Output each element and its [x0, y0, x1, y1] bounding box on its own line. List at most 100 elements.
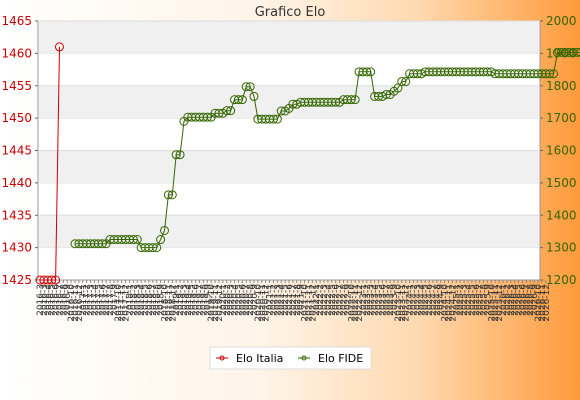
- x-tick-label: 2018-6: [145, 284, 155, 316]
- x-tick-label: 2023-9: [390, 284, 400, 316]
- x-tick-label: 2019-8: [199, 284, 209, 316]
- data-point: [276, 106, 286, 116]
- x-axis: 2016-32016-32016-42016-52016-62016-72016…: [36, 280, 552, 322]
- x-tick-label: 2020-9: [250, 284, 260, 316]
- x-tick-label: 2024-1: [406, 284, 416, 316]
- x-tick-label: 2018-2: [129, 284, 139, 316]
- x-tick-label: 2017-5: [94, 284, 104, 316]
- data-point: [226, 106, 236, 116]
- x-tick-label: 2018-11: [164, 284, 174, 322]
- x-tick-label: 2025-3: [460, 284, 470, 316]
- x-tick-label: 2025-9: [483, 284, 493, 316]
- x-tick-label: 2025-12: [495, 284, 505, 322]
- grid-bands: [38, 20, 540, 249]
- data-point: [549, 69, 559, 79]
- x-tick-label: 2024-3: [413, 284, 423, 316]
- x-tick-label: 2019-1: [172, 284, 182, 316]
- x-tick-label: 2024-8: [433, 284, 443, 316]
- x-tick-label: 2016-12: [75, 284, 85, 322]
- grid-band: [39, 85, 539, 119]
- grid-band: [39, 150, 539, 183]
- data-point: [160, 225, 169, 235]
- x-tick-label: 2020-1: [219, 284, 229, 316]
- legend-elo-fide-label: Elo FIDE: [318, 352, 363, 365]
- x-tick-label: 2025-8: [480, 284, 490, 316]
- x-tick-label: 2022-12: [355, 284, 365, 322]
- left-tick-label: 1450: [1, 111, 32, 125]
- x-tick-label: 2023-8: [386, 284, 396, 316]
- x-tick-label: 2018-9: [157, 284, 167, 316]
- data-point: [366, 67, 376, 77]
- x-tick-label: 2018-5: [141, 284, 151, 316]
- x-tick-label: 2016-8: [59, 284, 69, 316]
- x-tick-label: 2017-2: [83, 284, 93, 316]
- data-point: [156, 235, 166, 245]
- right-tick-label: 1800: [546, 79, 577, 93]
- x-tick-label: 2021-8: [293, 284, 303, 316]
- x-tick-label: 2026-2: [503, 284, 513, 316]
- x-tick-label: 2022-7: [336, 284, 346, 316]
- x-tick-label: 2016-6: [52, 284, 62, 316]
- legend-elo-italia-label: Elo Italia: [236, 352, 283, 365]
- x-tick-label: 2020-6: [238, 284, 248, 316]
- legend: Elo Italia Elo FIDE: [209, 346, 372, 370]
- x-tick-label: 2024-7: [429, 284, 439, 316]
- x-tick-label: 2026-5: [515, 284, 525, 316]
- x-tick-label: 2020-10: [254, 284, 264, 322]
- x-tick-label: 2022-6: [332, 284, 342, 316]
- x-tick-label: 2020-8: [246, 284, 256, 316]
- x-tick-label: 2025-6: [472, 284, 482, 316]
- right-tick-label: 1600: [546, 144, 577, 158]
- data-point: [346, 95, 356, 105]
- x-tick-label: 2024-11: [445, 284, 455, 322]
- right-tick-label: 1700: [546, 111, 577, 125]
- x-tick-label: 2025-10: [487, 284, 497, 322]
- x-tick-label: 2019-2: [176, 284, 186, 316]
- right-tick-label: 1200: [546, 273, 577, 287]
- x-tick-label: 2025-2: [456, 284, 466, 316]
- x-tick-label: 2016-11: [71, 284, 81, 322]
- left-tick-label: 1430: [1, 241, 32, 255]
- left-tick-label: 1455: [1, 79, 32, 93]
- x-tick-label: 2017-4: [90, 284, 100, 316]
- x-tick-label: 2020-11: [258, 284, 268, 322]
- legend-elo-italia-marker: [219, 355, 225, 361]
- left-tick-label: 1460: [1, 46, 32, 60]
- data-point: [222, 106, 232, 116]
- data-point: [97, 239, 107, 249]
- x-tick-label: 2020-7: [242, 284, 252, 316]
- x-tick-label: 2022-2: [316, 284, 326, 316]
- data-point: [362, 67, 372, 77]
- x-tick-label: 2016-3: [40, 284, 50, 316]
- x-tick-label: 2017-6: [98, 284, 108, 316]
- data-point: [148, 243, 158, 253]
- x-tick-label: 2024-5: [421, 284, 431, 316]
- x-tick-label: 2022-3: [320, 284, 330, 316]
- data-point: [393, 83, 403, 93]
- data-point: [350, 95, 360, 105]
- data-point: [47, 275, 57, 285]
- x-tick-label: 2023-2: [363, 284, 373, 316]
- chart-title: Grafico Elo: [255, 5, 326, 20]
- series-line-elo-fide: [75, 51, 580, 249]
- x-tick-label: 2019-9: [203, 284, 213, 316]
- x-tick-label: 2020-4: [231, 284, 241, 316]
- x-tick-label: 2020-12: [262, 284, 272, 322]
- data-point: [152, 243, 162, 253]
- x-tick-label: 2025-5: [468, 284, 478, 316]
- x-tick-label: 2020-2: [223, 284, 233, 316]
- x-tick-label: 2021-6: [285, 284, 295, 316]
- x-tick-label: 2024-12: [448, 284, 458, 322]
- x-tick-label: 2018-4: [137, 284, 147, 316]
- data-point: [576, 47, 580, 57]
- data-point: [268, 114, 278, 124]
- x-tick-label: 2022-10: [347, 284, 357, 322]
- x-tick-label: 2019-7: [196, 284, 206, 316]
- data-point: [272, 114, 282, 124]
- x-tick-label: 2019-12: [215, 284, 225, 322]
- left-tick-label: 1440: [1, 176, 32, 190]
- x-tick-label: 2017-12: [122, 284, 132, 322]
- data-point: [54, 42, 64, 52]
